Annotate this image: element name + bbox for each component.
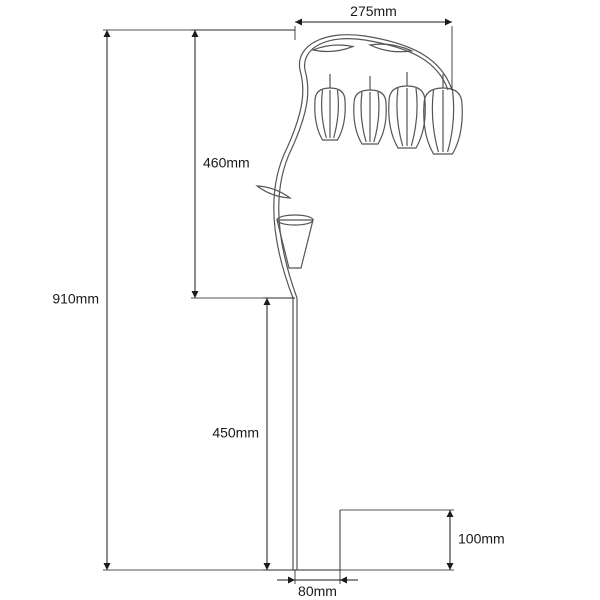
dim-label: 275mm [350,3,397,19]
dim-label: 450mm [212,425,259,441]
dimension-drawing: 910mm 460mm 450mm 275mm 80mm 100mm [0,0,600,600]
dim-label: 910mm [52,291,99,307]
product-outline [257,35,462,570]
dim-label: 80mm [298,583,337,599]
dim-label: 100mm [458,531,505,547]
dim-label: 460mm [203,155,250,171]
